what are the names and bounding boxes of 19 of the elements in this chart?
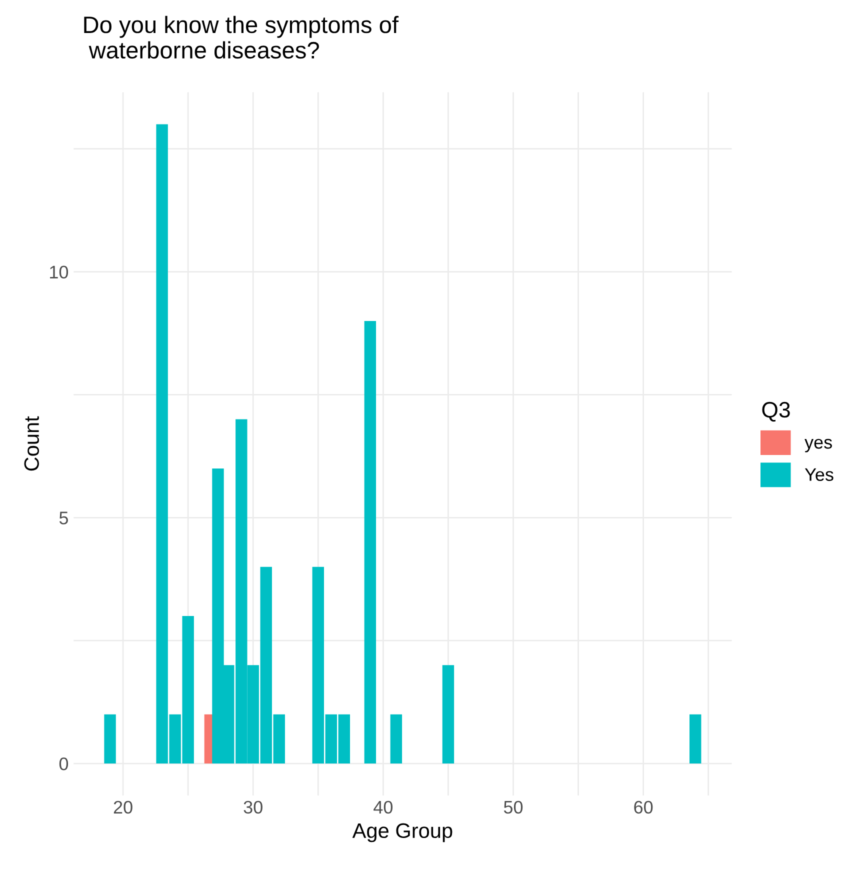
bar [104, 714, 116, 764]
x-tick-label: 50 [504, 800, 523, 814]
y-tick-label: 0 [59, 757, 68, 770]
chart-title: Do you know the symptoms of waterborne diseases? [84, 16, 399, 59]
bar [442, 665, 454, 764]
y-tick-label: 5 [59, 512, 68, 524]
bar [364, 320, 376, 764]
legend-label: yes [804, 438, 832, 452]
x-tick-label: 20 [114, 800, 132, 814]
x-tick-label: 30 [244, 800, 262, 814]
x-axis-title: Age Group [352, 823, 452, 842]
x-tick-label: 40 [374, 800, 393, 814]
legend-title: Q3 [762, 402, 790, 422]
x-tick-label: 60 [634, 800, 653, 814]
y-tick-label: 10 [50, 266, 68, 279]
y-axis-title: Count [24, 416, 39, 471]
legend-label: Yes [804, 468, 834, 481]
bar [390, 714, 402, 764]
bar [689, 714, 702, 764]
